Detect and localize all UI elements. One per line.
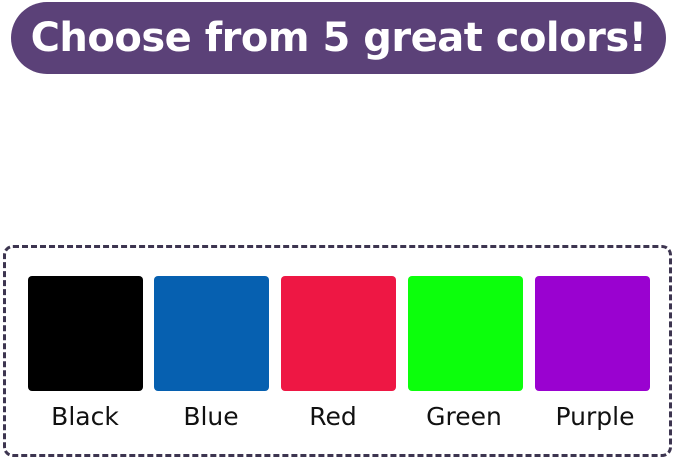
color-options-box (3, 245, 672, 457)
label-blue: Blue (183, 402, 239, 431)
swatch-blue[interactable] (154, 276, 269, 391)
swatch-black[interactable] (28, 276, 143, 391)
label-green: Green (426, 402, 502, 431)
swatch-purple[interactable] (535, 276, 650, 391)
label-red: Red (309, 402, 357, 431)
swatch-red[interactable] (281, 276, 396, 391)
title-banner: Choose from 5 great colors! (11, 2, 666, 74)
swatch-green[interactable] (408, 276, 523, 391)
label-black: Black (51, 402, 119, 431)
label-purple: Purple (555, 402, 635, 431)
